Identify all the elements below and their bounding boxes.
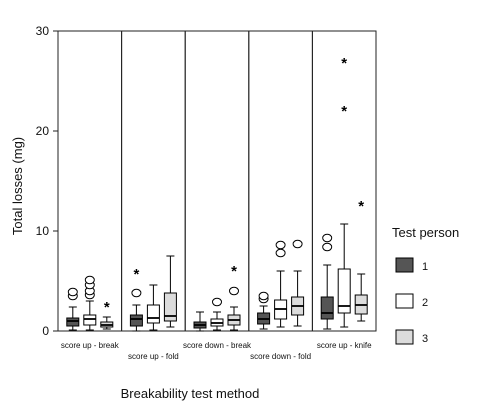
y-axis-title: Total losses (mg) <box>10 137 25 235</box>
extreme-point: * <box>231 263 237 280</box>
category-labels: score up - break score up - fold score dow… <box>61 341 372 361</box>
outlier-point <box>292 239 303 249</box>
legend-swatch <box>395 329 414 345</box>
legend-label: 3 <box>422 333 428 345</box>
box-body <box>337 268 351 314</box>
box-body <box>163 292 177 322</box>
category-panels <box>57 30 377 332</box>
y-tick-label: 30 <box>36 24 50 38</box>
outlier-point <box>322 242 333 252</box>
outlier-point <box>212 297 222 307</box>
outlier-point <box>84 275 95 285</box>
legend-swatch <box>395 257 414 273</box>
outlier-point <box>275 240 286 250</box>
box-body <box>146 304 160 324</box>
outlier-point <box>258 291 269 301</box>
legend: Test person 1 2 3 <box>392 225 459 345</box>
y-tick-label: 0 <box>42 324 49 338</box>
outlier-point <box>322 233 333 243</box>
extreme-point: * <box>133 266 139 283</box>
box-body <box>83 314 97 326</box>
box-body <box>320 296 334 320</box>
category-label: score up - knife <box>317 341 372 350</box>
category-label: score up - fold <box>128 352 179 361</box>
extreme-point: * <box>341 55 347 72</box>
legend-label: 1 <box>422 261 428 273</box>
category-panel <box>311 30 377 332</box>
outlier-point <box>67 287 78 297</box>
category-label: score up - break <box>61 341 120 350</box>
legend-swatch <box>395 293 414 309</box>
category-label: score down - fold <box>250 352 311 361</box>
legend-title: Test person <box>392 225 459 240</box>
outlier-point <box>131 288 142 298</box>
outlier-point <box>275 248 286 258</box>
category-panel <box>184 30 250 332</box>
y-axis: 0 10 20 30 <box>36 24 58 338</box>
box-series: * * * * * * <box>66 55 368 332</box>
extreme-point: * <box>104 299 110 316</box>
extreme-point: * <box>341 103 347 120</box>
outlier-point <box>229 286 239 296</box>
y-tick-label: 10 <box>36 224 50 238</box>
extreme-point: * <box>358 198 364 215</box>
box-body <box>129 314 143 327</box>
legend-label: 2 <box>422 297 428 309</box>
y-tick-label: 20 <box>36 124 50 138</box>
x-axis-title: Breakability test method <box>121 386 260 401</box>
category-label: score down - break <box>183 341 252 350</box>
box-body <box>66 317 80 327</box>
